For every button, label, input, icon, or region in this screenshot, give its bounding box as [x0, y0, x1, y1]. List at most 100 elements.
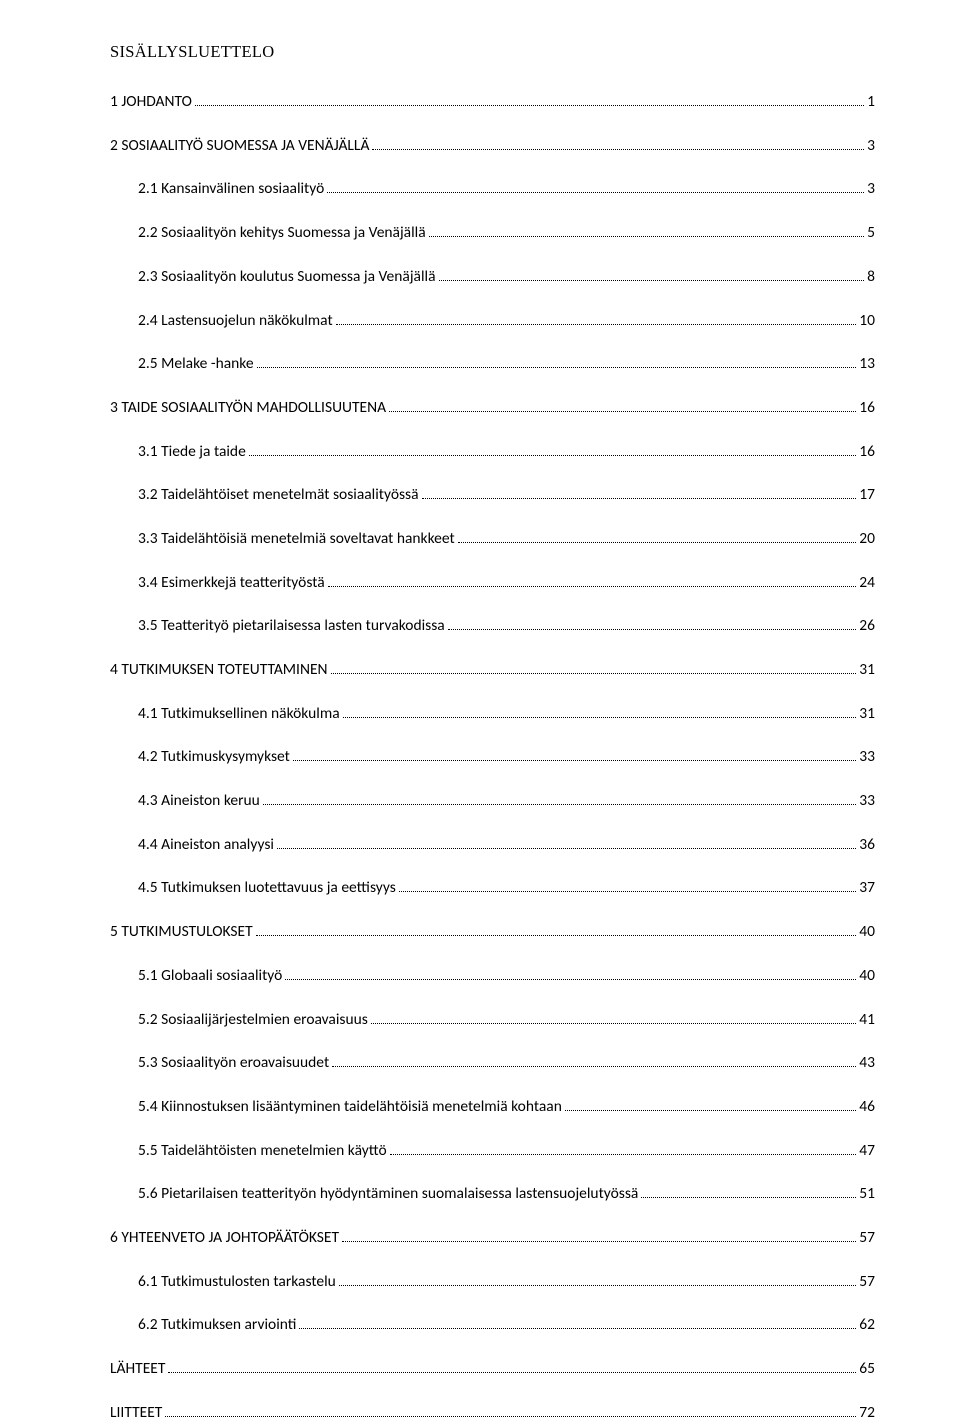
toc-entry-page: 16 [859, 397, 875, 419]
toc-entry: 2 SOSIAALITYÖ SUOMESSA JA VENÄJÄLLÄ 3 [110, 135, 875, 157]
toc-entry-text: 2.5 Melake -hanke [138, 353, 254, 375]
toc-entry: 6 YHTEENVETO JA JOHTOPÄÄTÖKSET 57 [110, 1227, 875, 1249]
toc-entry-text: 3.2 Taidelähtöiset menetelmät sosiaality… [138, 484, 419, 506]
toc-entry-page: 31 [859, 703, 875, 725]
toc-entry: 3 TAIDE SOSIAALITYÖN MAHDOLLISUUTENA 16 [110, 397, 875, 419]
toc-leader-dots [285, 979, 856, 980]
toc-entry-page: 62 [859, 1314, 875, 1336]
toc-entry-text: 3.3 Taidelähtöisiä menetelmiä soveltavat… [138, 528, 455, 550]
toc-entry-text: 3.4 Esimerkkejä teatterityöstä [138, 572, 325, 594]
toc-entry-page: 36 [859, 834, 875, 856]
toc-leader-dots [277, 848, 856, 849]
toc-entry-page: 5 [867, 222, 875, 244]
toc-entry-page: 8 [867, 266, 875, 288]
toc-entry-page: 31 [859, 659, 875, 681]
toc-entry-page: 51 [859, 1183, 875, 1205]
toc-entry: LÄHTEET 65 [110, 1358, 875, 1380]
toc-entry-text: 1 JOHDANTO [110, 91, 192, 113]
toc-entry-page: 33 [859, 790, 875, 812]
toc-list: 1 JOHDANTO 1 2 SOSIAALITYÖ SUOMESSA JA VE… [110, 91, 875, 1423]
toc-entry-text: 5 TUTKIMUSTULOKSET [110, 921, 253, 943]
toc-entry: 5 TUTKIMUSTULOKSET 40 [110, 921, 875, 943]
toc-entry-page: 1 [867, 91, 875, 113]
toc-entry-text: 4.3 Aineiston keruu [138, 790, 260, 812]
toc-leader-dots [439, 280, 865, 281]
toc-entry-page: 43 [859, 1052, 875, 1074]
toc-entry-page: 24 [859, 572, 875, 594]
toc-leader-dots [372, 149, 864, 150]
toc-entry-page: 13 [859, 353, 875, 375]
toc-entry-page: 10 [859, 310, 875, 332]
toc-entry: 4.4 Aineiston analyysi 36 [110, 834, 875, 856]
toc-leader-dots [339, 1285, 857, 1286]
toc-entry: 1 JOHDANTO 1 [110, 91, 875, 113]
toc-entry: 4.3 Aineiston keruu 33 [110, 790, 875, 812]
toc-entry-text: 2.3 Sosiaalityön koulutus Suomessa ja Ve… [138, 266, 436, 288]
toc-leader-dots [371, 1023, 856, 1024]
toc-leader-dots [641, 1197, 856, 1198]
toc-entry: 5.3 Sosiaalityön eroavaisuudet 43 [110, 1052, 875, 1074]
toc-entry: 5.4 Kiinnostuksen lisääntyminen taideläh… [110, 1096, 875, 1118]
toc-leader-dots [165, 1416, 856, 1417]
toc-entry-page: 26 [859, 615, 875, 637]
toc-entry-text: 5.2 Sosiaalijärjestelmien eroavaisuus [138, 1009, 368, 1031]
toc-leader-dots [458, 542, 857, 543]
toc-entry-text: 2.2 Sosiaalityön kehitys Suomessa ja Ven… [138, 222, 426, 244]
toc-leader-dots [422, 498, 857, 499]
toc-entry: 4 TUTKIMUKSEN TOTEUTTAMINEN 31 [110, 659, 875, 681]
toc-leader-dots [332, 1066, 856, 1067]
toc-entry: 4.1 Tutkimuksellinen näkökulma 31 [110, 703, 875, 725]
toc-entry: 5.5 Taidelähtöisten menetelmien käyttö 4… [110, 1140, 875, 1162]
toc-entry: 3.2 Taidelähtöiset menetelmät sosiaality… [110, 484, 875, 506]
toc-leader-dots [429, 236, 864, 237]
toc-leader-dots [343, 717, 857, 718]
toc-leader-dots [293, 760, 856, 761]
toc-entry-text: 4.5 Tutkimuksen luotettavuus ja eettisyy… [138, 877, 396, 899]
toc-leader-dots [263, 804, 857, 805]
toc-leader-dots [331, 673, 857, 674]
toc-leader-dots [336, 324, 857, 325]
toc-entry-text: LÄHTEET [110, 1358, 165, 1380]
toc-entry-page: 40 [859, 921, 875, 943]
toc-entry: 2.2 Sosiaalityön kehitys Suomessa ja Ven… [110, 222, 875, 244]
toc-leader-dots [327, 192, 864, 193]
toc-entry-page: 37 [859, 877, 875, 899]
toc-entry-page: 41 [859, 1009, 875, 1031]
toc-leader-dots [195, 105, 864, 106]
toc-entry: 3.4 Esimerkkejä teatterityöstä 24 [110, 572, 875, 594]
toc-entry: 4.5 Tutkimuksen luotettavuus ja eettisyy… [110, 877, 875, 899]
toc-entry: LIITTEET 72 [110, 1402, 875, 1423]
toc-title: SISÄLLYSLUETTELO [110, 40, 875, 63]
toc-leader-dots [399, 891, 857, 892]
toc-entry-page: 47 [859, 1140, 875, 1162]
toc-entry: 5.6 Pietarilaisen teatterityön hyödyntäm… [110, 1183, 875, 1205]
toc-entry: 6.2 Tutkimuksen arviointi 62 [110, 1314, 875, 1336]
toc-entry-text: 6.2 Tutkimuksen arviointi [138, 1314, 296, 1336]
toc-entry-text: 5.6 Pietarilaisen teatterityön hyödyntäm… [138, 1183, 638, 1205]
toc-leader-dots [249, 455, 856, 456]
toc-entry: 2.4 Lastensuojelun näkökulmat 10 [110, 310, 875, 332]
toc-entry-page: 16 [859, 441, 875, 463]
toc-entry: 5.1 Globaali sosiaalityö 40 [110, 965, 875, 987]
toc-entry-text: 6 YHTEENVETO JA JOHTOPÄÄTÖKSET [110, 1227, 339, 1249]
toc-entry-text: 4.2 Tutkimuskysymykset [138, 746, 290, 768]
toc-leader-dots [448, 629, 857, 630]
toc-entry-page: 40 [859, 965, 875, 987]
toc-entry: 2.3 Sosiaalityön koulutus Suomessa ja Ve… [110, 266, 875, 288]
toc-entry-page: 17 [859, 484, 875, 506]
toc-entry: 3.3 Taidelähtöisiä menetelmiä soveltavat… [110, 528, 875, 550]
toc-entry-page: 3 [867, 135, 875, 157]
toc-entry: 3.5 Teatterityö pietarilaisessa lasten t… [110, 615, 875, 637]
toc-entry-text: 3 TAIDE SOSIAALITYÖN MAHDOLLISUUTENA [110, 397, 386, 419]
toc-entry-text: 3.5 Teatterityö pietarilaisessa lasten t… [138, 615, 445, 637]
toc-leader-dots [342, 1241, 856, 1242]
toc-entry-text: 4.4 Aineiston analyysi [138, 834, 274, 856]
toc-entry-text: LIITTEET [110, 1402, 162, 1423]
toc-entry-page: 33 [859, 746, 875, 768]
toc-entry: 6.1 Tutkimustulosten tarkastelu 57 [110, 1271, 875, 1293]
toc-entry-page: 20 [859, 528, 875, 550]
toc-entry-page: 65 [859, 1358, 875, 1380]
toc-entry-page: 46 [859, 1096, 875, 1118]
toc-leader-dots [299, 1328, 856, 1329]
toc-entry: 2.1 Kansainvälinen sosiaalityö 3 [110, 178, 875, 200]
